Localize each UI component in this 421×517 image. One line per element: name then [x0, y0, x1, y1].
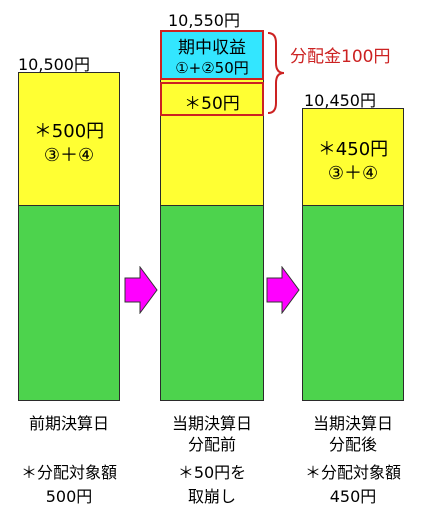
column-1-amount: 10,500円	[18, 55, 90, 74]
column-2-note: ＊50円を 取崩し	[156, 461, 268, 509]
column-2-amount: 10,550円	[168, 11, 240, 30]
column-2-income-highlight	[160, 30, 264, 80]
column-2-caption-line-2: 分配前	[187, 435, 236, 454]
column-3-note-line-2: 450円	[329, 487, 377, 506]
column-3-caption: 当期決算日 分配後	[302, 413, 404, 455]
column-1-note: ＊分配対象額 500円	[6, 461, 132, 509]
column-3-yellow-bar: ＊450円 ③＋④	[302, 108, 404, 206]
column-1-caption-line-1: 前期決算日	[28, 414, 109, 433]
column-3-caption-line-1: 当期決算日	[312, 414, 393, 433]
column-3-yellow-label-1: ＊450円	[317, 139, 389, 160]
right-arrow-icon	[124, 266, 158, 314]
column-1-green-bar	[18, 205, 120, 401]
column-1-note-line-1: ＊分配対象額	[20, 463, 117, 482]
column-3-note: ＊分配対象額 450円	[290, 461, 416, 509]
column-3-note-line-1: ＊分配対象額	[304, 463, 401, 482]
column-1-yellow-label-2: ③＋④	[43, 145, 95, 166]
column-2-green-bar	[160, 205, 264, 401]
right-arrow-icon	[266, 266, 300, 314]
column-1-caption: 前期決算日	[18, 413, 120, 434]
curly-brace-icon	[267, 32, 285, 114]
column-3-yellow-label-2: ③＋④	[327, 163, 379, 184]
column-3-green-bar	[302, 205, 404, 401]
column-1-yellow-bar: ＊500円 ③＋④	[18, 72, 120, 206]
column-1-yellow-label-1: ＊500円	[33, 121, 105, 142]
column-2-caption: 当期決算日 分配前	[160, 413, 264, 455]
column-2-yellow-label-1: ＊50円	[184, 94, 240, 114]
column-2-cyan-label-2: ①+②50円	[175, 59, 249, 77]
column-2-cyan-label-1: 期中収益	[178, 38, 246, 58]
column-2-drawdown-highlight: ＊50円	[160, 82, 264, 116]
column-2-caption-line-1: 当期決算日	[171, 414, 252, 433]
column-2-note-line-1: ＊50円を	[177, 463, 247, 482]
column-2-note-line-2: 取崩し	[187, 487, 236, 506]
distribution-label: 分配金100円	[290, 47, 391, 67]
column-1-note-line-2: 500円	[45, 487, 93, 506]
column-3-amount: 10,450円	[304, 91, 376, 110]
column-3-caption-line-2: 分配後	[328, 435, 377, 454]
